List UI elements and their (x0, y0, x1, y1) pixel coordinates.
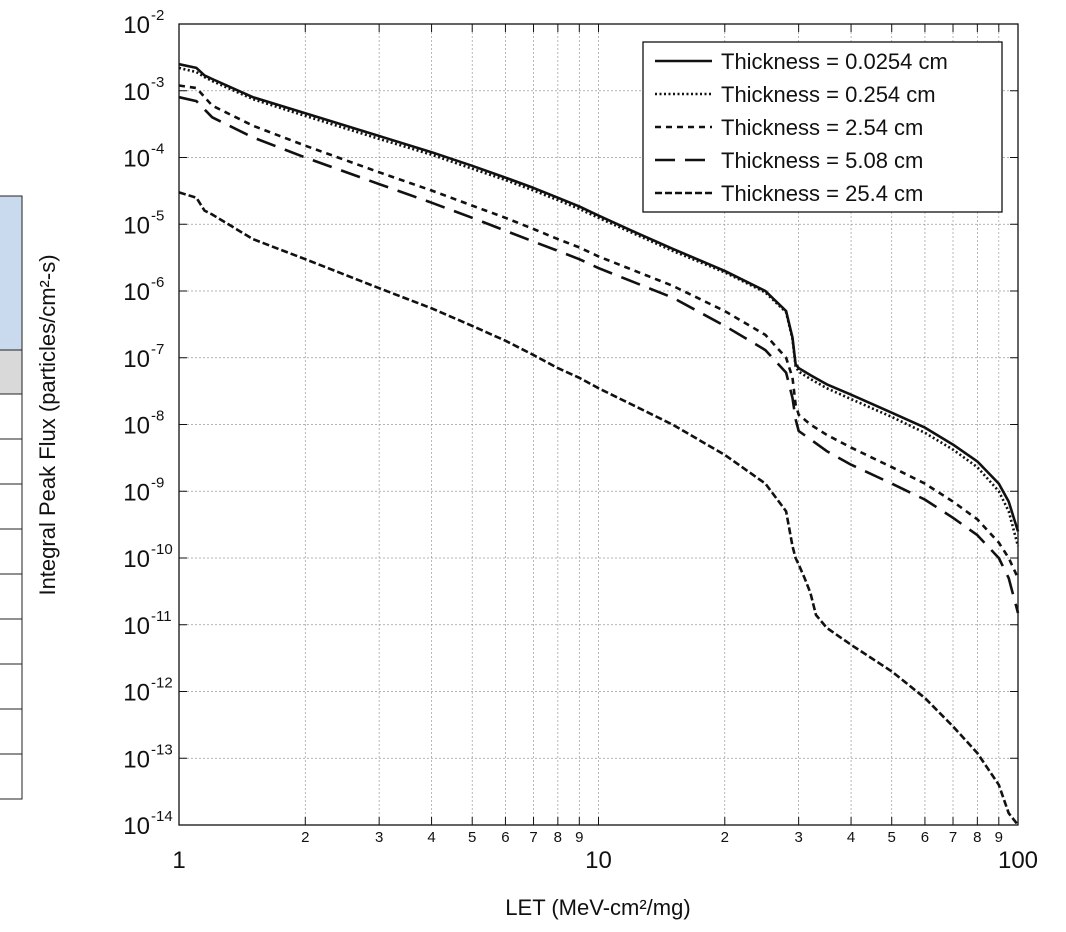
y-tick-label: 10 (123, 680, 150, 707)
y-tick-exponent: -12 (151, 675, 173, 692)
legend-label-1: Thickness = 0.0254 cm (721, 49, 948, 74)
y-tick-exponent: -6 (151, 274, 164, 291)
plot-frame (178, 23, 1019, 826)
x-tick-label-major: 10 (585, 847, 612, 874)
x-tick-label-minor: 2 (721, 829, 729, 846)
x-tick-label-minor: 7 (949, 829, 957, 846)
y-tick-label: 10 (123, 413, 150, 440)
x-tick-label-minor: 8 (973, 829, 981, 846)
legend: Thickness = 0.0254 cm Thickness = 0.254 c… (642, 41, 1003, 213)
y-tick-label: 10 (123, 546, 150, 573)
cropped-side-table (0, 195, 23, 800)
series-line-2 (178, 66, 1020, 547)
y-tick-exponent: -4 (151, 141, 164, 158)
x-tick-label-major: 100 (998, 847, 1038, 874)
series-line-1 (178, 62, 1020, 532)
x-tick-label-minor: 8 (554, 829, 562, 846)
x-tick-label-minor: 6 (921, 829, 929, 846)
y-tick-label: 10 (123, 746, 150, 773)
series-line-5 (178, 191, 1020, 826)
y-tick-label: 10 (123, 479, 150, 506)
x-tick-label-minor: 2 (301, 829, 309, 846)
series-line-3 (178, 84, 1020, 579)
table-row (0, 573, 23, 620)
y-tick-label: 10 (123, 813, 150, 840)
x-tick-label-major: 1 (172, 847, 185, 874)
table-gray-cell (0, 349, 23, 395)
y-tick-exponent: -13 (151, 741, 173, 758)
x-tick-label-minor: 5 (888, 829, 896, 846)
series-line-4 (178, 95, 1020, 614)
legend-label-5: Thickness = 25.4 cm (721, 181, 923, 206)
table-row (0, 663, 23, 710)
table-row (0, 618, 23, 665)
plot-series (178, 62, 1020, 826)
y-tick-label: 10 (123, 212, 150, 239)
table-row (0, 483, 23, 530)
x-tick-label-minor: 9 (575, 829, 583, 846)
x-axis-title: LET (MeV-cm²/mg) (505, 895, 690, 920)
grid (179, 24, 1018, 825)
y-tick-exponent: -10 (151, 541, 173, 558)
y-tick-exponent: -11 (151, 608, 172, 625)
legend-label-3: Thickness = 2.54 cm (721, 115, 923, 140)
table-row (0, 438, 23, 485)
y-tick-labels: 10-210-310-410-510-610-710-810-910 -1010-… (123, 7, 172, 840)
y-axis-title: Integral Peak Flux (particles/cm²-s) (35, 254, 60, 595)
y-tick-exponent: -7 (151, 341, 164, 358)
x-tick-label-minor: 5 (468, 829, 476, 846)
x-tick-label-minor: 7 (529, 829, 537, 846)
y-tick-exponent: -3 (151, 74, 164, 91)
y-tick-exponent: -8 (151, 408, 164, 425)
table-row (0, 708, 23, 755)
x-tick-label-minor: 4 (427, 829, 435, 846)
y-tick-label: 10 (123, 146, 150, 173)
table-row (0, 753, 23, 800)
x-tick-label-minor: 3 (375, 829, 383, 846)
y-tick-exponent: -14 (151, 808, 173, 825)
y-tick-exponent: -2 (151, 7, 164, 24)
y-tick-label: 10 (123, 613, 150, 640)
x-tick-label-minor: 9 (995, 829, 1003, 846)
y-tick-label: 10 (123, 79, 150, 106)
y-tick-label: 10 (123, 346, 150, 373)
table-row (0, 528, 23, 575)
x-tick-label-minor: 3 (794, 829, 802, 846)
y-tick-exponent: -9 (151, 474, 164, 491)
legend-label-4: Thickness = 5.08 cm (721, 148, 923, 173)
table-row (0, 393, 23, 440)
x-tick-label-minor: 6 (501, 829, 509, 846)
legend-label-2: Thickness = 0.254 cm (721, 82, 936, 107)
table-header-cell (0, 195, 23, 351)
y-tick-label: 10 (123, 12, 150, 39)
y-tick-exponent: -5 (151, 207, 164, 224)
x-tick-label-minor: 4 (847, 829, 855, 846)
y-tick-label: 10 (123, 279, 150, 306)
